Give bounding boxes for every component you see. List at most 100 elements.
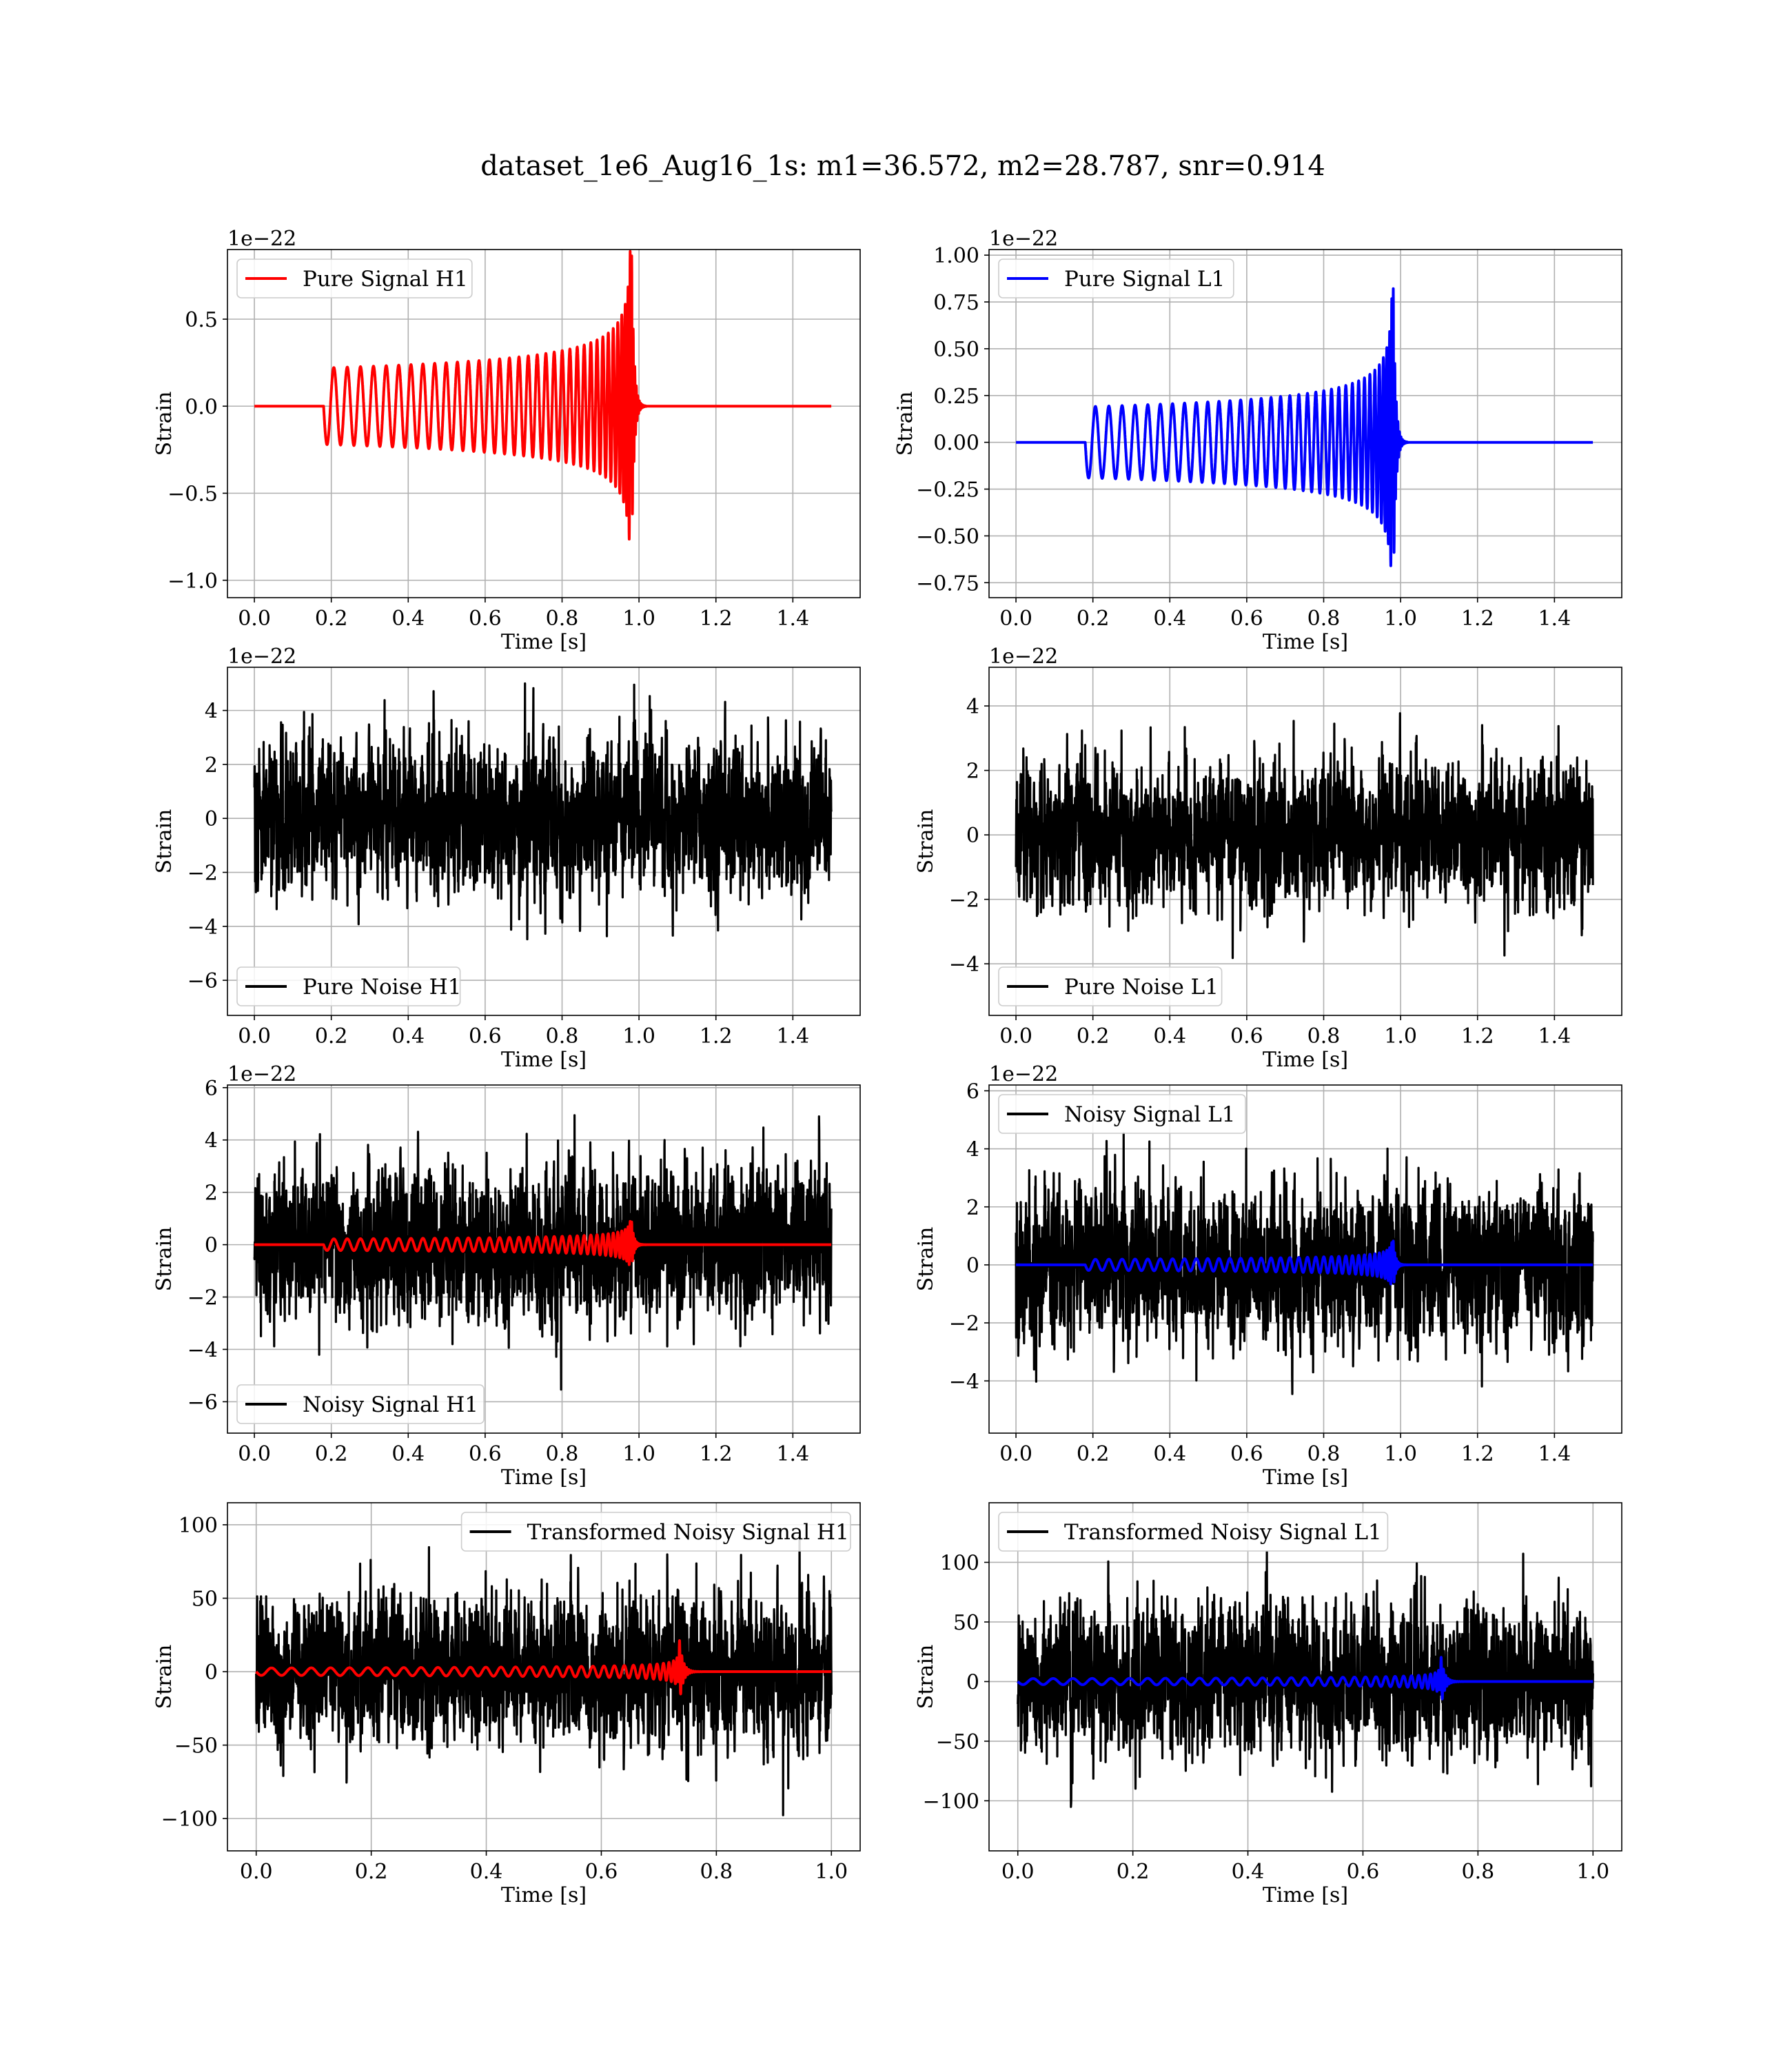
legend: Noisy Signal L1 xyxy=(998,1094,1246,1134)
y-tick-label: 0 xyxy=(205,1661,218,1685)
legend-frame xyxy=(236,258,473,298)
x-tick-label: 0.6 xyxy=(469,607,502,631)
series-line-noise xyxy=(253,682,833,941)
plot-area xyxy=(1016,1550,1595,1808)
x-tick-label: 0.2 xyxy=(315,607,348,631)
y-tick-label: 4 xyxy=(205,1129,218,1153)
y-tick-label: −1.0 xyxy=(167,569,218,594)
x-tick-label: 0.2 xyxy=(1077,1442,1110,1466)
y-tick-label: 4 xyxy=(205,700,218,724)
legend-frame xyxy=(236,966,461,1006)
figure-title: dataset_1e6_Aug16_1s: m1=36.572, m2=28.7… xyxy=(480,150,1325,182)
legend: Transformed Noisy Signal H1 xyxy=(460,1512,851,1552)
x-tick-label: 0.6 xyxy=(585,1860,618,1884)
x-tick-label: 0.2 xyxy=(1077,607,1110,631)
x-tick-label: 0.4 xyxy=(391,607,425,631)
legend-label: Transformed Noisy Signal H1 xyxy=(527,1520,849,1545)
y-tick-label: 0.5 xyxy=(185,308,218,332)
y-axis-label: Strain xyxy=(152,392,176,456)
x-tick-label: 0.6 xyxy=(1347,1860,1380,1884)
series-line-signal xyxy=(1016,1656,1595,1701)
x-tick-label: 0.2 xyxy=(315,1024,348,1048)
y-tick-label: −4 xyxy=(187,1338,218,1362)
legend: Pure Noise L1 xyxy=(998,966,1223,1006)
series-line-signal xyxy=(254,1639,833,1696)
y-tick-label: 100 xyxy=(940,1551,979,1575)
legend-frame xyxy=(998,1094,1246,1134)
x-tick-label: 0.4 xyxy=(470,1860,503,1884)
series-line-noise xyxy=(1017,1550,1594,1808)
y-tick-label: 1.00 xyxy=(933,244,979,268)
offset-text: 1e−22 xyxy=(227,645,296,669)
x-tick-label: 0.0 xyxy=(1001,1860,1035,1884)
plot-area xyxy=(1015,1132,1594,1395)
x-tick-label: 0.0 xyxy=(999,607,1032,631)
x-tick-label: 1.2 xyxy=(700,1024,733,1048)
x-tick-label: 0.2 xyxy=(1077,1024,1110,1048)
y-tick-label: −0.75 xyxy=(916,571,979,596)
plot-area xyxy=(1015,287,1594,567)
x-tick-label: 0.8 xyxy=(1307,1442,1341,1466)
plot-area xyxy=(253,250,833,541)
x-tick-label: 1.4 xyxy=(776,1442,809,1466)
legend-label: Pure Signal H1 xyxy=(303,267,468,292)
y-tick-label: 6 xyxy=(205,1077,218,1101)
x-tick-label: 1.2 xyxy=(700,607,733,631)
x-axis-label: Time [s] xyxy=(501,630,587,654)
x-tick-label: 0.8 xyxy=(700,1860,733,1884)
y-tick-label: −2 xyxy=(187,862,218,886)
x-tick-label: 1.2 xyxy=(700,1442,733,1466)
legend: Pure Signal L1 xyxy=(998,258,1234,298)
subplot-transformed-noisy-signal-l1: 0.0 0.2 0.4 0.6 0.8 1.0 −100 −50 0 50 100 Time [s] S… xyxy=(914,1502,1622,1907)
y-tick-label: −0.25 xyxy=(916,478,979,503)
x-tick-label: 0.6 xyxy=(469,1442,502,1466)
y-tick-label: 0 xyxy=(966,824,979,848)
subplot-pure-noise-l1: 0.0 0.2 0.4 0.6 0.8 1.0 1.2 1.4 −4 −2 0 2 4 Time [s] S… xyxy=(914,645,1622,1072)
axes-frame xyxy=(988,667,1622,1016)
y-tick-label: −2 xyxy=(187,1286,218,1310)
x-tick-label: 0.2 xyxy=(315,1442,348,1466)
x-tick-label: 0.8 xyxy=(546,607,579,631)
x-tick-label: 1.0 xyxy=(815,1860,848,1884)
y-tick-label: 0 xyxy=(966,1670,979,1694)
y-tick-label: 0.75 xyxy=(933,291,979,315)
legend-frame xyxy=(998,258,1234,298)
x-tick-label: 0.0 xyxy=(238,607,271,631)
x-tick-label: 1.0 xyxy=(1576,1860,1609,1884)
y-tick-label: 2 xyxy=(966,760,979,784)
y-tick-label: 0.0 xyxy=(185,395,218,419)
offset-text: 1e−22 xyxy=(989,1062,1058,1086)
y-tick-label: 0 xyxy=(966,1254,979,1278)
plot-area xyxy=(253,1114,833,1391)
x-tick-label: 0.8 xyxy=(1462,1860,1495,1884)
x-axis-label: Time [s] xyxy=(1263,630,1348,654)
series-line-signal xyxy=(1015,287,1594,567)
x-tick-label: 0.0 xyxy=(240,1860,273,1884)
legend-label: Pure Noise H1 xyxy=(303,975,461,1000)
x-tick-label: 0.4 xyxy=(391,1024,425,1048)
y-axis-label: Strain xyxy=(152,1645,176,1710)
x-tick-label: 0.6 xyxy=(1230,1024,1263,1048)
y-tick-label: −100 xyxy=(161,1807,218,1832)
x-tick-label: 0.6 xyxy=(1230,1442,1263,1466)
x-tick-label: 1.4 xyxy=(776,1024,809,1048)
x-tick-label: 1.4 xyxy=(1538,1442,1571,1466)
x-axis-label: Time [s] xyxy=(1263,1883,1348,1907)
axes-frame xyxy=(227,1084,861,1434)
offset-text: 1e−22 xyxy=(227,227,296,251)
x-tick-label: 1.0 xyxy=(1384,1024,1417,1048)
y-tick-label: 0.00 xyxy=(933,432,979,456)
plot-area xyxy=(253,682,833,941)
x-tick-label: 0.6 xyxy=(469,1024,502,1048)
y-tick-label: 0.50 xyxy=(933,338,979,362)
y-tick-label: 2 xyxy=(966,1196,979,1220)
legend-label: Transformed Noisy Signal L1 xyxy=(1064,1520,1382,1545)
x-tick-label: 1.2 xyxy=(1461,1024,1494,1048)
y-tick-label: 0.25 xyxy=(933,385,979,409)
series-line-noise xyxy=(1015,712,1594,960)
x-tick-label: 0.8 xyxy=(1307,1024,1341,1048)
y-tick-label: −6 xyxy=(187,969,218,993)
x-tick-label: 1.4 xyxy=(776,607,809,631)
axes-frame xyxy=(988,1084,1622,1434)
y-axis-label: Strain xyxy=(152,1227,176,1292)
